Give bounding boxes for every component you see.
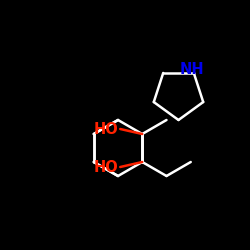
Text: NH: NH [180,62,204,78]
Text: HO: HO [94,160,118,174]
Text: HO: HO [94,122,118,136]
